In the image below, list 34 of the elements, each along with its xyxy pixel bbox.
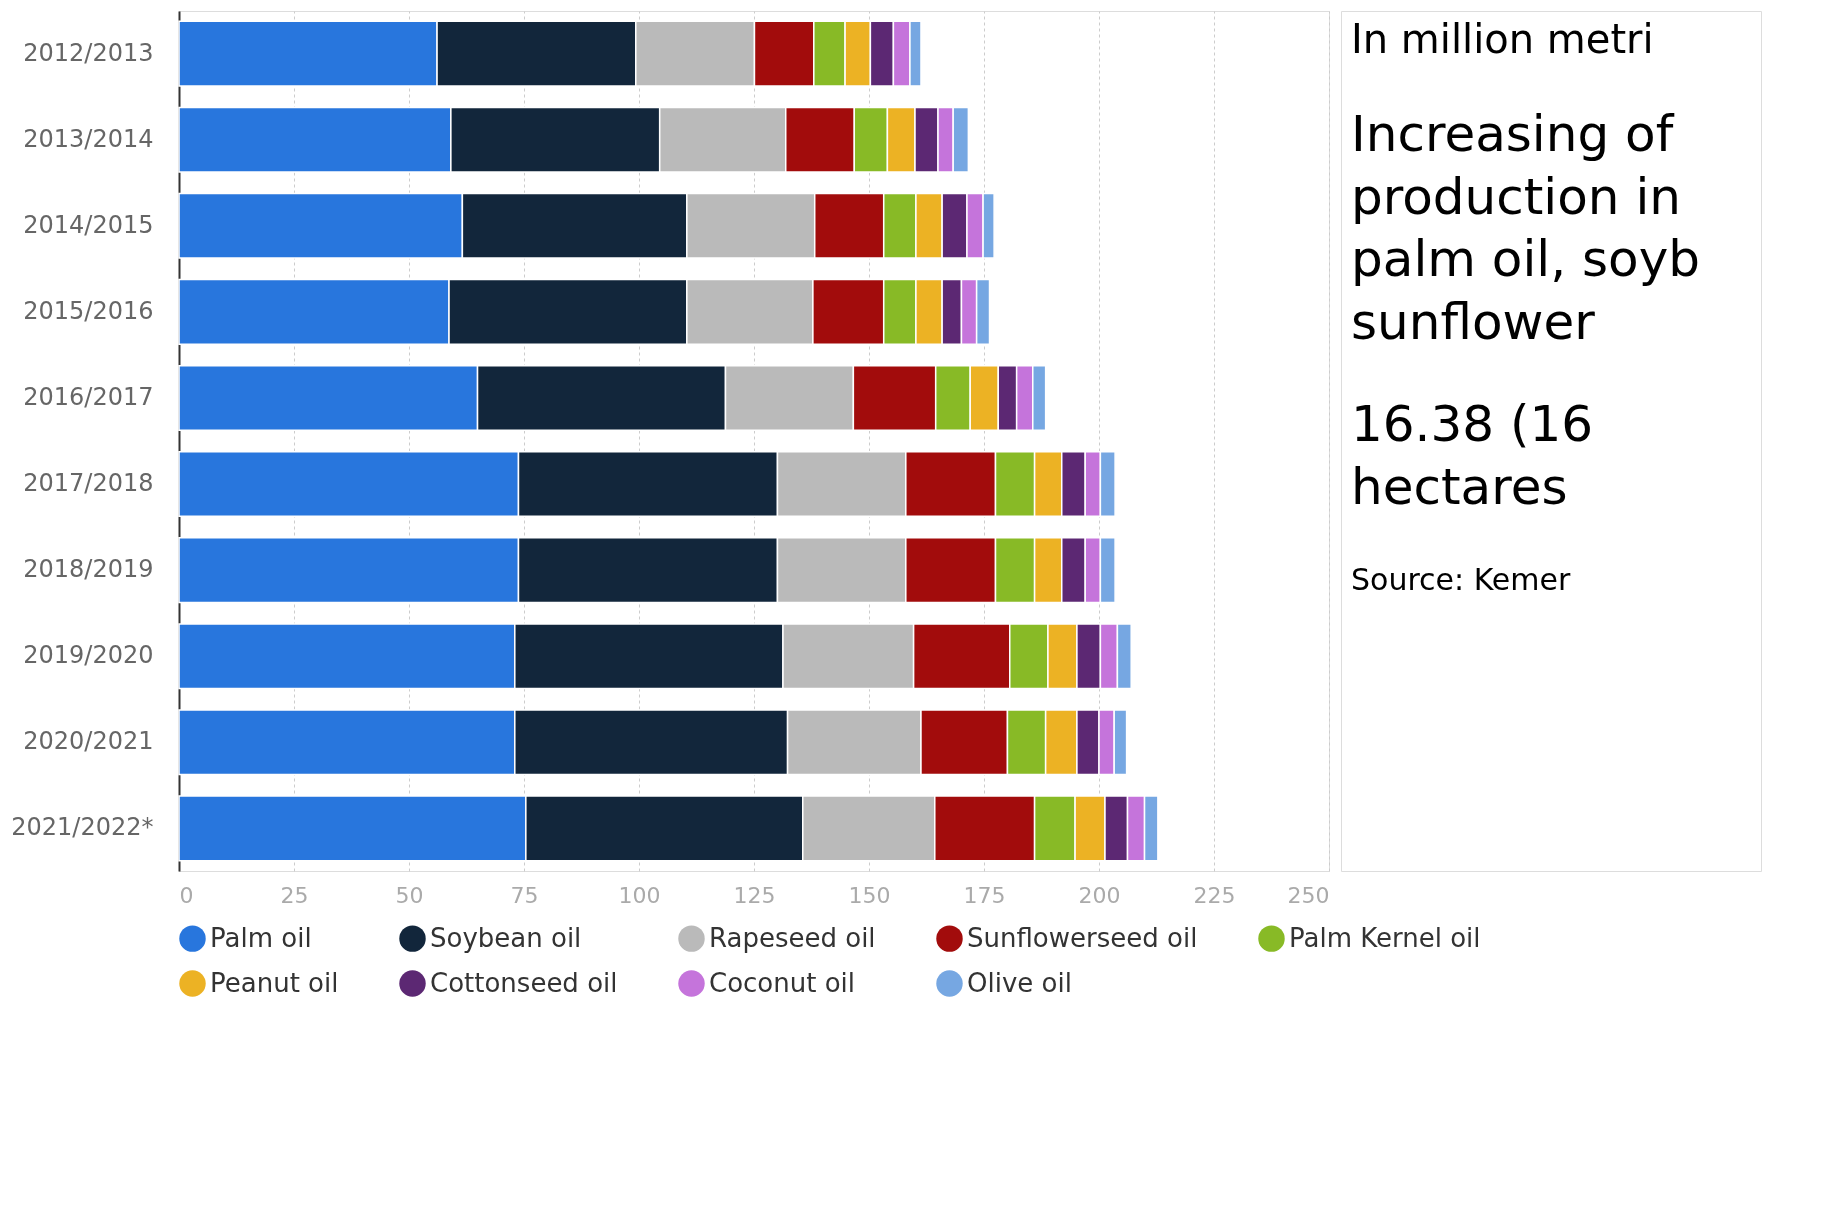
y-tick-label: 2021/2022* xyxy=(11,813,154,842)
text: 16.38 (16 hectares xyxy=(1351,395,1594,516)
legend-label: Sunflowerseed oil xyxy=(967,922,1198,953)
x-tick-label: 0 xyxy=(179,882,194,908)
text: Increasing of production in palm oil, soyb sunflower xyxy=(1351,105,1700,351)
x-tick-label: 50 xyxy=(395,882,424,908)
x-tick-label: 175 xyxy=(963,882,1006,908)
y-tick-label: 2016/2017 xyxy=(23,382,154,411)
text: In million metri xyxy=(1351,16,1654,62)
legend-label: Rapeseed oil xyxy=(709,922,876,953)
x-tick-label: 225 xyxy=(1193,882,1236,908)
legend-label: Palm oil xyxy=(210,922,312,953)
x-tick-label: 250 xyxy=(1287,882,1330,908)
y-tick-label: 2015/2016 xyxy=(23,296,154,325)
x-tick-label: 100 xyxy=(618,882,661,908)
x-tick-label: 25 xyxy=(280,882,309,908)
legend-label: Palm Kernel oil xyxy=(1289,922,1481,953)
legend-label: Coconut oil xyxy=(709,967,856,998)
y-tick-label: 2020/2021 xyxy=(23,727,154,756)
y-tick-label: 2017/2018 xyxy=(23,469,154,498)
x-tick-label: 200 xyxy=(1078,882,1121,908)
source-note: Source: Kemer xyxy=(1351,562,1571,597)
y-tick-label: 2014/2015 xyxy=(23,210,154,239)
legend-label: Cottonseed oil xyxy=(430,967,618,998)
y-tick-label: 2013/2014 xyxy=(23,124,154,153)
x-tick-label: 75 xyxy=(510,882,539,908)
legend-label: Peanut oil xyxy=(210,967,339,998)
legend-label: Soybean oil xyxy=(430,922,582,953)
y-tick-label: 2019/2020 xyxy=(23,641,154,670)
x-tick-label: 125 xyxy=(733,882,776,908)
y-tick-label: 2018/2019 xyxy=(23,555,154,584)
y-tick-label: 2012/2013 xyxy=(23,38,154,67)
legend-label: Olive oil xyxy=(967,967,1072,998)
x-tick-label: 150 xyxy=(848,882,891,908)
